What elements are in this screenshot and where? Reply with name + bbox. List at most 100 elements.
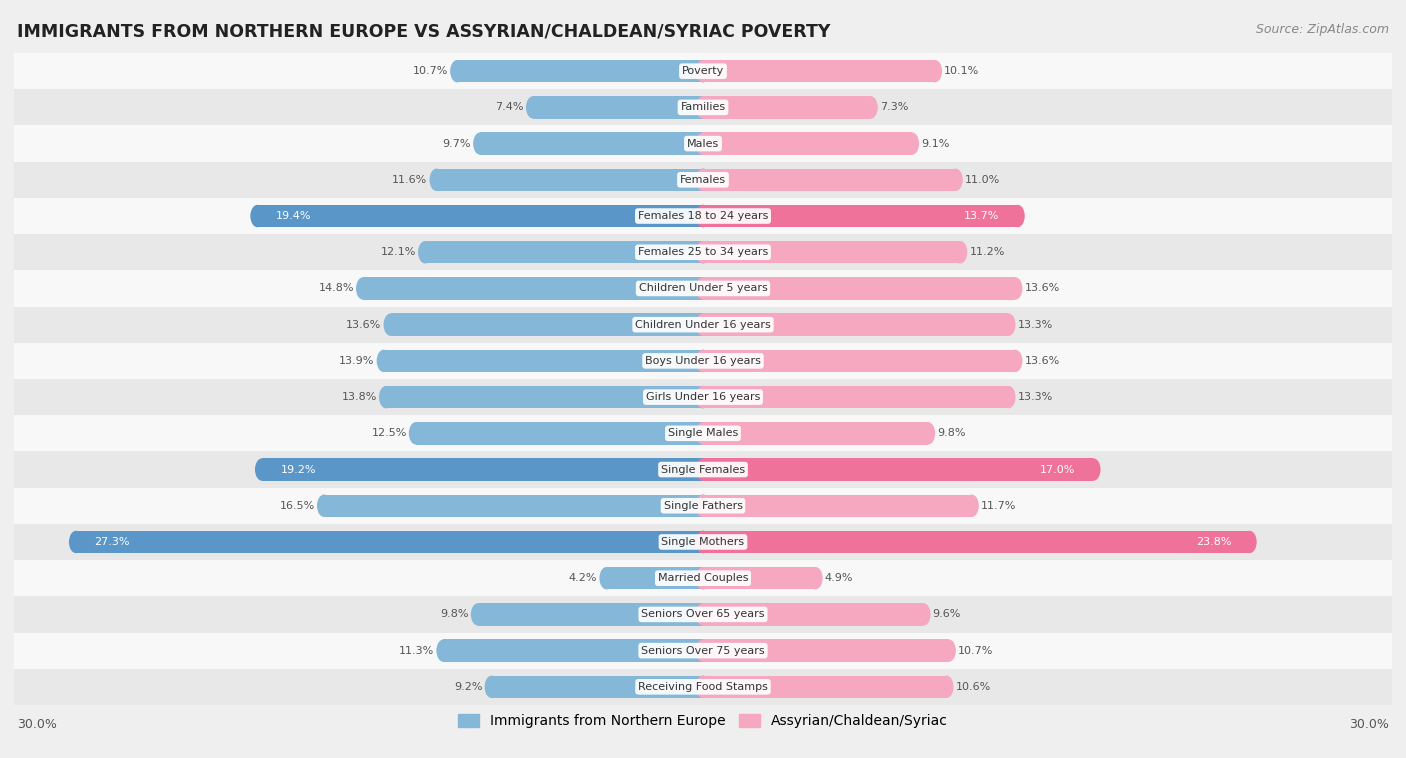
- Text: 16.5%: 16.5%: [280, 501, 315, 511]
- Circle shape: [1011, 205, 1025, 227]
- Bar: [391, 314, 703, 336]
- Circle shape: [696, 277, 710, 299]
- Bar: [14, 669, 1392, 705]
- Circle shape: [696, 567, 710, 590]
- Bar: [481, 133, 703, 155]
- Bar: [703, 494, 972, 517]
- Bar: [443, 640, 703, 662]
- Circle shape: [316, 494, 332, 517]
- Bar: [703, 168, 956, 191]
- Text: Females 18 to 24 years: Females 18 to 24 years: [638, 211, 768, 221]
- Bar: [703, 531, 1250, 553]
- Bar: [14, 452, 1392, 487]
- Bar: [14, 597, 1392, 632]
- Bar: [703, 386, 1008, 409]
- Bar: [703, 133, 912, 155]
- Bar: [425, 241, 703, 264]
- Circle shape: [409, 422, 423, 444]
- Circle shape: [696, 640, 710, 662]
- Circle shape: [696, 675, 710, 698]
- Circle shape: [696, 422, 710, 444]
- Circle shape: [696, 386, 710, 409]
- Circle shape: [429, 168, 444, 191]
- Text: 14.8%: 14.8%: [318, 283, 354, 293]
- Bar: [703, 603, 924, 625]
- Circle shape: [418, 241, 432, 264]
- Text: 17.0%: 17.0%: [1039, 465, 1076, 475]
- Text: Receiving Food Stamps: Receiving Food Stamps: [638, 682, 768, 692]
- Circle shape: [917, 603, 931, 625]
- Bar: [703, 241, 960, 264]
- Text: 12.5%: 12.5%: [371, 428, 406, 438]
- Text: Seniors Over 65 years: Seniors Over 65 years: [641, 609, 765, 619]
- Circle shape: [696, 96, 710, 118]
- Bar: [323, 494, 703, 517]
- Circle shape: [450, 60, 464, 83]
- Bar: [384, 349, 703, 372]
- Text: Seniors Over 75 years: Seniors Over 75 years: [641, 646, 765, 656]
- Bar: [533, 96, 703, 118]
- Circle shape: [471, 603, 485, 625]
- Bar: [703, 205, 1018, 227]
- Text: Families: Families: [681, 102, 725, 112]
- Text: 13.3%: 13.3%: [1018, 392, 1053, 402]
- Circle shape: [696, 133, 710, 155]
- Bar: [14, 560, 1392, 597]
- Text: IMMIGRANTS FROM NORTHERN EUROPE VS ASSYRIAN/CHALDEAN/SYRIAC POVERTY: IMMIGRANTS FROM NORTHERN EUROPE VS ASSYR…: [17, 23, 831, 41]
- Text: Single Females: Single Females: [661, 465, 745, 475]
- Circle shape: [696, 314, 710, 336]
- Bar: [492, 675, 703, 698]
- Circle shape: [696, 386, 710, 409]
- Text: 13.7%: 13.7%: [965, 211, 1000, 221]
- Bar: [703, 567, 815, 590]
- Bar: [262, 459, 703, 481]
- Circle shape: [696, 241, 710, 264]
- Circle shape: [696, 96, 710, 118]
- Circle shape: [1001, 314, 1015, 336]
- Circle shape: [949, 168, 963, 191]
- Bar: [703, 422, 928, 444]
- Text: 11.3%: 11.3%: [399, 646, 434, 656]
- Text: Single Fathers: Single Fathers: [664, 501, 742, 511]
- Bar: [14, 198, 1392, 234]
- Circle shape: [1087, 459, 1101, 481]
- Text: 27.3%: 27.3%: [94, 537, 129, 547]
- Circle shape: [696, 459, 710, 481]
- Text: Poverty: Poverty: [682, 66, 724, 76]
- Text: Children Under 5 years: Children Under 5 years: [638, 283, 768, 293]
- Bar: [703, 459, 1094, 481]
- Bar: [14, 53, 1392, 89]
- Circle shape: [696, 422, 710, 444]
- Circle shape: [599, 567, 613, 590]
- Text: 11.6%: 11.6%: [392, 175, 427, 185]
- Bar: [387, 386, 703, 409]
- Text: 13.6%: 13.6%: [1025, 356, 1060, 366]
- Circle shape: [696, 168, 710, 191]
- Circle shape: [380, 386, 394, 409]
- Text: Children Under 16 years: Children Under 16 years: [636, 320, 770, 330]
- Text: Females 25 to 34 years: Females 25 to 34 years: [638, 247, 768, 257]
- Circle shape: [696, 494, 710, 517]
- Circle shape: [1001, 386, 1015, 409]
- Circle shape: [696, 60, 710, 83]
- Circle shape: [1243, 531, 1257, 553]
- Bar: [606, 567, 703, 590]
- Circle shape: [384, 314, 398, 336]
- Bar: [14, 271, 1392, 306]
- Text: Females: Females: [681, 175, 725, 185]
- Text: 10.1%: 10.1%: [945, 66, 980, 76]
- Text: 9.7%: 9.7%: [443, 139, 471, 149]
- Bar: [14, 379, 1392, 415]
- Circle shape: [696, 567, 710, 590]
- Circle shape: [696, 205, 710, 227]
- Text: 13.3%: 13.3%: [1018, 320, 1053, 330]
- Text: Single Males: Single Males: [668, 428, 738, 438]
- Text: Source: ZipAtlas.com: Source: ZipAtlas.com: [1256, 23, 1389, 36]
- Text: 13.8%: 13.8%: [342, 392, 377, 402]
- Bar: [363, 277, 703, 299]
- Circle shape: [696, 241, 710, 264]
- Circle shape: [696, 459, 710, 481]
- Text: 9.8%: 9.8%: [440, 609, 468, 619]
- Text: 10.7%: 10.7%: [413, 66, 449, 76]
- Bar: [437, 168, 703, 191]
